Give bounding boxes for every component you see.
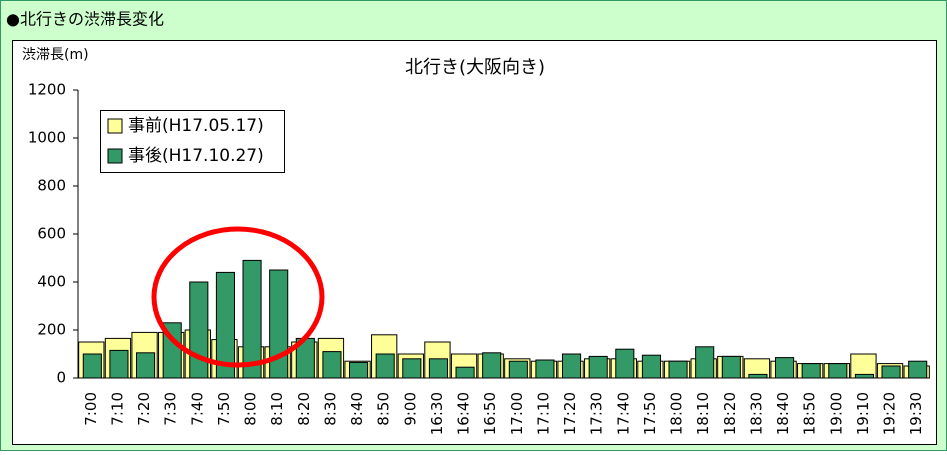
bar [562,353,582,379]
x-tick-label: 18:50 [801,392,819,435]
highlight-ellipse [151,226,325,368]
x-tick-label: 17:00 [508,392,526,435]
bar [881,365,901,379]
bar [455,366,475,379]
x-tick-label: 7:00 [82,392,100,426]
x-tick-label: 8:00 [242,392,260,426]
x-tick-label: 17:20 [561,392,579,435]
bar [908,360,928,379]
chart-area [12,40,937,445]
y-tick-label: 800 [37,177,66,195]
legend-swatch [107,118,123,134]
bar [748,373,768,379]
bar [775,357,795,379]
bar [801,363,821,379]
x-tick-label: 18:20 [721,392,739,435]
bar [828,363,848,379]
x-tick-label: 18:10 [694,392,712,435]
bar [508,360,528,379]
bar [615,348,635,379]
x-tick-label: 19:10 [854,392,872,435]
bar [136,352,156,379]
x-tick-label: 7:30 [162,392,180,426]
x-tick-label: 19:20 [881,392,899,435]
x-tick-label: 7:40 [188,392,206,426]
chart-title: 北行き(大阪向き) [405,57,545,78]
legend [100,110,285,173]
bar [721,355,741,379]
y-tick-label: 400 [37,273,66,291]
x-tick-label: 7:50 [215,392,233,426]
x-tick-label: 16:30 [428,392,446,435]
x-tick-label: 8:50 [375,392,393,426]
x-tick-label: 17:10 [534,392,552,435]
bar [189,281,209,379]
y-tick-label: 1200 [28,81,66,99]
bar [349,361,369,379]
y-tick-label: 0 [56,369,66,387]
x-tick-label: 7:10 [108,392,126,426]
bar [641,354,661,379]
x-tick-label: 8:10 [268,392,286,426]
legend-swatch [107,148,123,164]
x-tick-label: 18:40 [774,392,792,435]
x-tick-label: 17:40 [614,392,632,435]
bar [322,351,342,379]
bar [668,360,688,379]
y-tick-label: 600 [37,225,66,243]
x-tick-label: 19:00 [827,392,845,435]
x-tick-label: 8:30 [321,392,339,426]
x-tick-label: 16:50 [481,392,499,435]
x-tick-label: 8:40 [348,392,366,426]
bar [242,259,262,379]
y-tick-label: 1000 [28,129,66,147]
legend-label: 事前(H17.05.17) [128,116,264,136]
x-tick-label: 17:50 [641,392,659,435]
y-axis-label: 渋滞長(m) [22,47,89,63]
x-tick-label: 7:20 [135,392,153,426]
x-tick-label: 17:30 [588,392,606,435]
bar [588,355,608,379]
y-tick-label: 200 [37,321,66,339]
x-tick-label: 8:20 [295,392,313,426]
x-tick-label: 18:00 [668,392,686,435]
panel-title: ●北行きの渋滞長変化 [6,10,164,29]
bar [854,373,874,379]
x-tick-label: 18:30 [747,392,765,435]
bar [482,352,502,379]
bar [375,353,395,379]
bar [535,359,555,379]
legend-label: 事後(H17.10.27) [128,146,264,166]
bar [402,358,422,379]
bar [428,358,448,379]
bar [82,353,102,379]
bar [695,346,715,379]
x-tick-label: 19:30 [907,392,925,435]
x-tick-label: 9:00 [401,392,419,426]
bar [109,349,129,379]
x-tick-label: 16:40 [455,392,473,435]
